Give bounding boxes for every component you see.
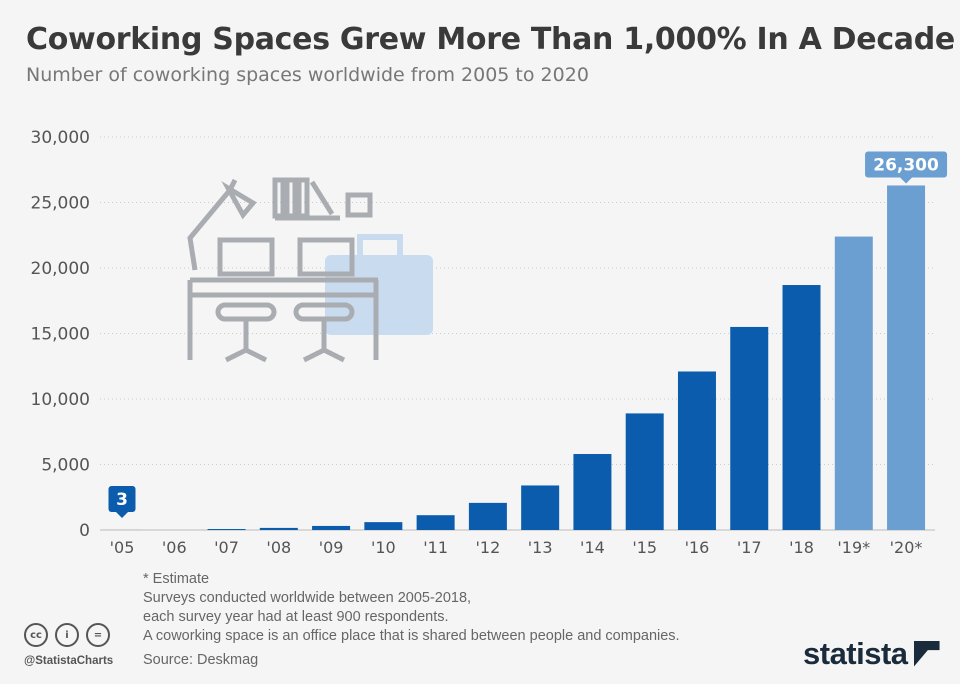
- data-label: 3: [116, 490, 128, 510]
- x-tick-label: '10: [371, 538, 396, 557]
- x-tick-label: '12: [476, 538, 501, 557]
- x-tick-label: '20*: [890, 538, 923, 557]
- x-tick-label: '14: [580, 538, 605, 557]
- bar: [834, 236, 873, 530]
- x-tick-label: '06: [162, 538, 187, 557]
- bar: [887, 185, 926, 530]
- y-tick-label: 10,000: [31, 390, 90, 410]
- data-label-pointer: [116, 512, 128, 518]
- x-tick-label: '15: [632, 538, 657, 557]
- x-tick-label: '09: [319, 538, 344, 557]
- bar: [677, 371, 716, 530]
- bar: [782, 285, 821, 530]
- y-tick-label: 0: [79, 521, 90, 541]
- bar: [521, 485, 560, 530]
- x-tick-label: '16: [685, 538, 710, 557]
- chart-subtitle: Number of coworking spaces worldwide fro…: [26, 64, 589, 86]
- bar: [730, 326, 769, 530]
- x-tick-label: '08: [266, 538, 291, 557]
- bar: [468, 502, 507, 530]
- y-tick-label: 20,000: [31, 259, 90, 279]
- x-tick-label: '19*: [837, 538, 870, 557]
- bar: [312, 525, 351, 530]
- x-tick-label: '07: [214, 538, 239, 557]
- logo-text: statista: [803, 636, 908, 671]
- bar: [416, 515, 455, 530]
- note-survey: Surveys conducted worldwide between 2005…: [143, 590, 472, 606]
- bar: [573, 454, 612, 530]
- nd-icon: =: [86, 623, 110, 647]
- y-tick-label: 30,000: [31, 128, 90, 148]
- y-tick-label: 25,000: [31, 194, 90, 214]
- data-label-pointer: [900, 177, 913, 184]
- x-tick-label: '18: [789, 538, 814, 557]
- cc-icon: cc: [24, 623, 48, 647]
- x-tick-label: '11: [423, 538, 448, 557]
- x-tick-label: '13: [528, 538, 553, 557]
- by-icon: i: [55, 623, 79, 647]
- source: Source: Deskmag: [143, 652, 259, 668]
- bar: [364, 522, 403, 530]
- note-definition: A coworking space is an office place tha…: [143, 628, 680, 644]
- bar: [625, 413, 664, 530]
- note-estimate: * Estimate: [143, 571, 210, 587]
- chart-title: Coworking Spaces Grew More Than 1,000% I…: [26, 22, 955, 57]
- data-label-box: [108, 486, 136, 512]
- x-tick-label: '17: [737, 538, 762, 557]
- statista-logo: statista: [803, 636, 940, 672]
- footnotes: * Estimate Surveys conducted worldwide b…: [143, 570, 680, 646]
- desk-illustration: [187, 177, 433, 363]
- x-tick-label: '05: [110, 538, 135, 557]
- bar: [259, 527, 298, 530]
- twitter-handle: @StatistaCharts: [24, 655, 114, 667]
- data-label: 26,300: [873, 155, 939, 175]
- data-label-box: [865, 151, 948, 178]
- statista-logo-icon: [913, 641, 940, 667]
- bar: [207, 529, 246, 530]
- note-respondents: each survey year had at least 900 respon…: [143, 609, 449, 625]
- license-icons: cc i =: [24, 623, 110, 647]
- y-tick-label: 15,000: [31, 325, 90, 345]
- y-tick-label: 5,000: [41, 456, 90, 476]
